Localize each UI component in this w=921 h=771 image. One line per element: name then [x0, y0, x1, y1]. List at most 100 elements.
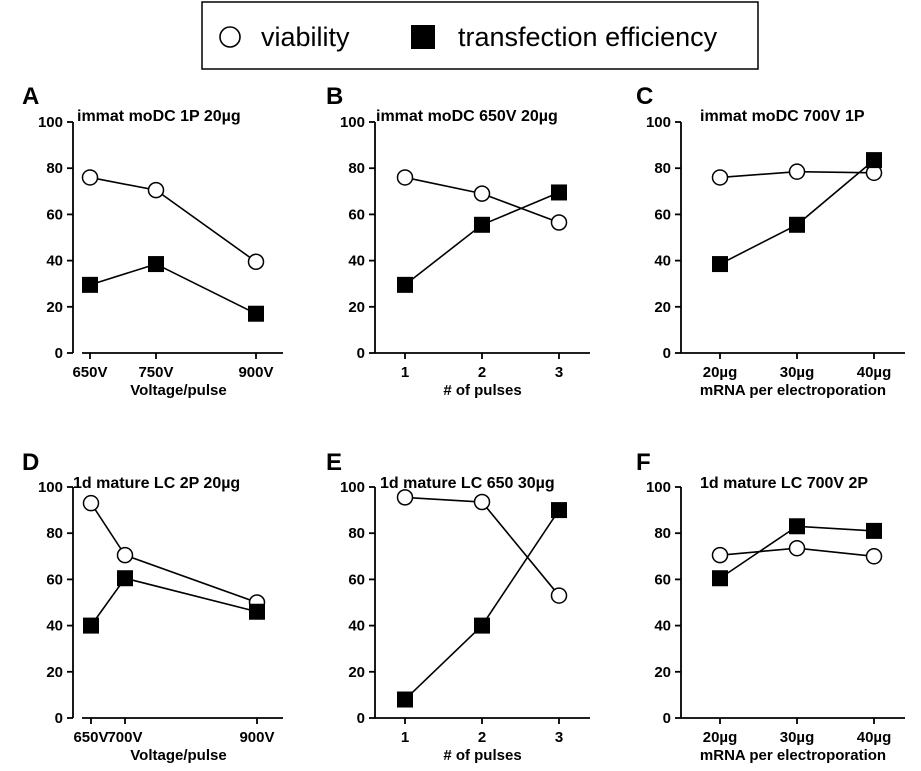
panel-a-xtick-label: 650V	[72, 364, 107, 381]
panel-b-ytick-label: 20	[348, 299, 365, 316]
panel-d-ytick-label: 0	[55, 710, 63, 727]
panel-d-xtick-label: 900V	[239, 729, 274, 746]
panel-e-ytick-label: 100	[340, 479, 365, 496]
panel-b-ytick-label: 60	[348, 206, 365, 223]
panel-b-transfection-line	[404, 191, 560, 286]
panel-c-transfection-point	[712, 256, 728, 273]
panel-f-xtick-label: 30µg	[780, 729, 815, 746]
panel-e-transfection-point	[551, 502, 567, 519]
panel-d-title: 1d mature LC 2P 20µg	[73, 475, 240, 492]
panel-f-ytick-label: 40	[654, 618, 671, 635]
panel-d-transfection-point	[83, 617, 99, 634]
panel-c-xtick-label: 20µg	[703, 364, 738, 381]
panel-c-title: immat moDC 700V 1P	[700, 108, 865, 125]
legend-transfection-marker	[411, 25, 435, 49]
panel-f-transfection-point	[866, 522, 882, 539]
panel-c-viability-point	[711, 169, 729, 186]
panel-c-transfection-point	[866, 152, 882, 169]
panel-d-ytick-label: 80	[46, 525, 63, 542]
panel-f-ytick-label: 80	[654, 525, 671, 542]
panel-b-viability-point	[396, 169, 414, 186]
panel-e-xtick-label: 3	[555, 729, 563, 746]
panel-b-xtick-label: 3	[555, 364, 563, 381]
panel-a-transfection-point	[82, 276, 98, 293]
legend: viability transfection efficiency	[201, 1, 759, 70]
panel-e-viability-line	[404, 496, 560, 597]
panel-a-viability-point	[81, 169, 99, 186]
panel-f-viability-point	[865, 548, 883, 565]
panel-c-letter: C	[636, 83, 653, 110]
panel-e-viability-point	[473, 493, 491, 511]
panel-a-xtick-label: 750V	[138, 364, 173, 381]
panel-a-transfection-point	[248, 305, 264, 322]
panel-d-ytick-label: 20	[46, 664, 63, 681]
panel-c-ytick-label: 100	[646, 114, 671, 131]
panel-a-xtick-label: 900V	[238, 364, 273, 381]
panel-a-xlabel: Voltage/pulse	[130, 382, 226, 399]
panel-f-transfection-point	[789, 518, 805, 535]
panel-a-viability-point	[147, 181, 165, 199]
panel-b-viability-point	[473, 185, 491, 202]
panel-a-viability-line	[89, 176, 257, 263]
panel-b-transfection-point	[551, 184, 567, 201]
panel-b-xlabel: # of pulses	[443, 382, 521, 399]
panel-c-xlabel: mRNA per electroporation	[700, 382, 886, 399]
panel-d-xtick-label: 650V	[73, 729, 108, 746]
panel-b-letter: B	[326, 83, 343, 110]
panel-a-viability-point	[247, 253, 265, 271]
panel-a-ytick-label: 60	[46, 206, 63, 223]
legend-box	[201, 1, 759, 70]
legend-viability-marker	[219, 26, 241, 48]
panel-d-ytick-label: 40	[46, 618, 63, 635]
panel-b-transfection-point	[397, 276, 413, 293]
panel-b-ytick-label: 80	[348, 160, 365, 177]
panel-b-title: immat moDC 650V 20µg	[376, 108, 558, 125]
panel-f: F 1d mature LC 700V 2P 0 20 40 60 80 100 20µg 30µ…	[636, 449, 905, 764]
panel-d-ytick-label: 100	[38, 479, 63, 496]
panel-b-ytick-label: 0	[357, 345, 365, 362]
panel-b-xtick-label: 1	[401, 364, 409, 381]
panel-a-ytick-label: 0	[55, 345, 63, 362]
panel-a-ytick-label: 20	[46, 299, 63, 316]
panel-f-xlabel: mRNA per electroporation	[700, 747, 886, 764]
panel-f-viability-point	[788, 539, 806, 557]
panel-c-ytick-label: 40	[654, 253, 671, 270]
panel-c-xtick-label: 40µg	[857, 364, 892, 381]
panel-d-viability-line	[90, 502, 258, 604]
panel-e-xtick-label: 1	[401, 729, 409, 746]
panel-c-ytick-label: 0	[663, 345, 671, 362]
panel-b-transfection-point	[474, 216, 490, 233]
panel-b-viability-point	[550, 214, 568, 231]
panel-a-ytick-label: 40	[46, 253, 63, 270]
panel-f-ytick-label: 20	[654, 664, 671, 681]
panel-c-transfection-point	[789, 216, 805, 233]
panel-f-title: 1d mature LC 700V 2P	[700, 475, 868, 492]
panel-d-letter: D	[22, 449, 39, 476]
panel-d-viability-point	[82, 494, 100, 512]
panel-f-ytick-label: 0	[663, 710, 671, 727]
legend-viability-label: viability	[261, 22, 350, 52]
panel-f-ytick-label: 60	[654, 571, 671, 588]
panel-d: D 1d mature LC 2P 20µg 0 20 40 60 80 100 650V700…	[22, 449, 283, 764]
panel-c-ytick-label: 20	[654, 299, 671, 316]
panel-a-transfection-line	[89, 263, 257, 315]
panel-d-transfection-point	[249, 603, 265, 620]
panel-f-transfection-point	[712, 570, 728, 587]
panel-e-ytick-label: 0	[357, 710, 365, 727]
panel-b-ytick-label: 100	[340, 114, 365, 131]
panel-d-ytick-label: 60	[46, 571, 63, 588]
panel-f-xtick-label: 20µg	[703, 729, 738, 746]
panel-e-viability-point	[550, 587, 568, 604]
panel-a-letter: A	[22, 83, 39, 110]
panel-c-xtick-label: 30µg	[780, 364, 815, 381]
panel-c-ytick-label: 60	[654, 206, 671, 223]
panel-e-ytick-label: 80	[348, 525, 365, 542]
panel-f-viability-point	[711, 546, 729, 564]
panel-e-ytick-label: 40	[348, 618, 365, 635]
panel-e: E 1d mature LC 650 30µg 0 20 40 60 80 100 1 2 3 # o…	[326, 449, 590, 764]
panel-e-transfection-point	[474, 617, 490, 634]
